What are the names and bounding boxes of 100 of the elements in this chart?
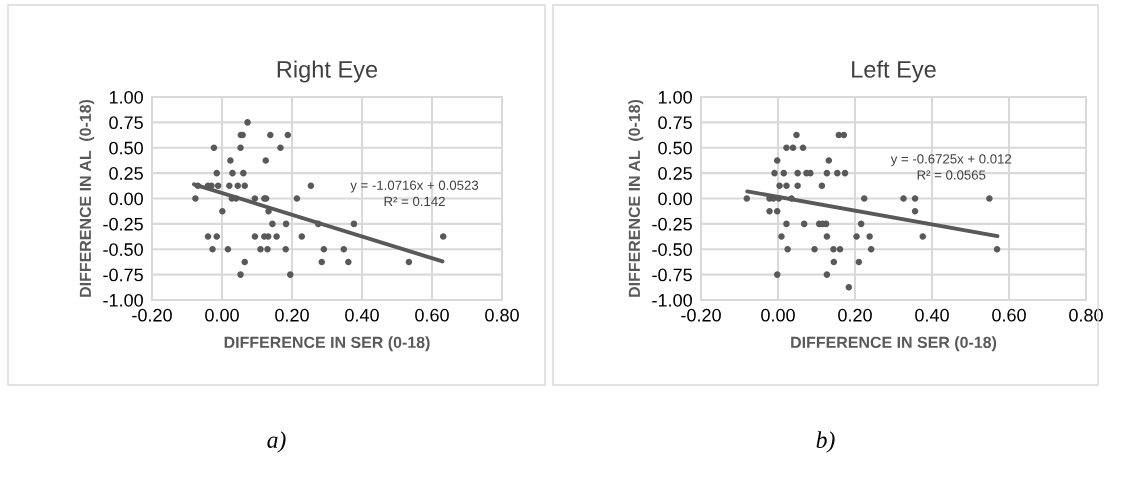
- point: [807, 169, 814, 177]
- y-tick-label: -0.75: [103, 268, 143, 282]
- y-tick-label: 0.50: [658, 141, 692, 155]
- point: [298, 233, 306, 240]
- x-tick-label: -0.20: [681, 308, 721, 322]
- point: [241, 182, 249, 190]
- x-tick-label: 0.40: [915, 308, 949, 322]
- x-tick-label: 0.60: [415, 308, 449, 322]
- point: [267, 131, 274, 139]
- point: [237, 271, 244, 278]
- point: [771, 169, 778, 177]
- point: [793, 131, 800, 139]
- point: [834, 169, 841, 177]
- point: [800, 220, 808, 228]
- y-tick-label: -1.00: [103, 293, 143, 307]
- point: [282, 245, 289, 253]
- point: [282, 220, 290, 228]
- point: [743, 195, 751, 202]
- point: [204, 233, 212, 240]
- point: [284, 131, 292, 139]
- y-tick-label: 0.00: [658, 192, 692, 206]
- x-tick-label: 0.80: [1069, 308, 1103, 322]
- point: [911, 207, 919, 215]
- point: [853, 233, 860, 240]
- chart-title: Right Eye: [277, 60, 378, 83]
- point: [405, 258, 413, 266]
- point: [229, 169, 236, 177]
- point: [213, 233, 221, 240]
- point: [340, 245, 348, 253]
- x-tick-label: 0.40: [345, 308, 379, 322]
- chart-title: Left Eye: [852, 60, 936, 83]
- point: [841, 169, 849, 177]
- point: [214, 182, 222, 190]
- y-tick-label: -0.25: [103, 217, 143, 231]
- y-axis-title: DIFFERENCE IN AL (0-18): [628, 99, 644, 297]
- point: [345, 258, 352, 266]
- x-tick-label: 0.00: [761, 308, 795, 322]
- point: [240, 169, 247, 177]
- point: [224, 245, 232, 253]
- x-axis-title: DIFFERENCE IN SER (0-18): [791, 336, 997, 352]
- point: [867, 245, 875, 253]
- point: [273, 233, 280, 240]
- y-axis-title: DIFFERENCE IN AL (0-18): [79, 99, 95, 297]
- point: [277, 144, 284, 152]
- x-tick-label: 0.20: [275, 308, 309, 322]
- point: [784, 245, 791, 253]
- point: [794, 182, 801, 190]
- point: [209, 245, 216, 253]
- point: [257, 245, 264, 253]
- y-tick-label: -0.25: [652, 217, 692, 231]
- point: [241, 258, 249, 266]
- point: [773, 157, 781, 164]
- point: [286, 271, 294, 278]
- y-tick-label: 0.75: [658, 116, 692, 130]
- point: [830, 258, 838, 266]
- point: [227, 157, 234, 164]
- point: [320, 245, 328, 253]
- point: [251, 233, 259, 240]
- annotation: y = -0.6725x + 0.012 R² = 0.0565: [890, 154, 1012, 180]
- point: [766, 207, 773, 215]
- point: [823, 169, 831, 177]
- point: [192, 195, 199, 202]
- y-tick-label: 0.75: [109, 116, 143, 130]
- point: [210, 144, 218, 152]
- point: [823, 271, 831, 278]
- point: [845, 284, 853, 291]
- x-tick-label: 0.20: [838, 308, 872, 322]
- point: [799, 144, 807, 152]
- point: [823, 233, 831, 240]
- point: [778, 233, 785, 240]
- point: [860, 195, 868, 202]
- point: [993, 245, 1001, 253]
- point: [830, 245, 837, 253]
- y-tick-label: 0.00: [109, 192, 143, 206]
- point: [219, 207, 226, 215]
- x-tick-label: 0.00: [205, 308, 239, 322]
- point: [840, 131, 848, 139]
- point: [307, 182, 315, 190]
- annotation: y = -1.0716x + 0.0523 R² = 0.142: [350, 180, 479, 207]
- point: [262, 157, 270, 164]
- point: [866, 233, 873, 240]
- point: [226, 182, 233, 190]
- point: [911, 195, 919, 202]
- y-tick-label: -0.50: [103, 243, 143, 256]
- point: [794, 169, 801, 177]
- y-tick-label: 0.50: [109, 141, 143, 155]
- point: [825, 157, 833, 164]
- point: [855, 258, 863, 266]
- point: [783, 144, 790, 152]
- text: b): [816, 431, 835, 453]
- y-tick-label: -0.50: [652, 243, 692, 256]
- point: [783, 220, 790, 228]
- y-tick-label: 1.00: [658, 90, 692, 104]
- y-tick-label: 0.25: [658, 167, 692, 180]
- point: [780, 169, 788, 177]
- point: [234, 182, 242, 190]
- y-tick-label: -0.75: [652, 268, 692, 282]
- point: [318, 258, 326, 266]
- x-axis-title: DIFFERENCE IN SER (0-18): [224, 336, 430, 352]
- point: [919, 233, 927, 240]
